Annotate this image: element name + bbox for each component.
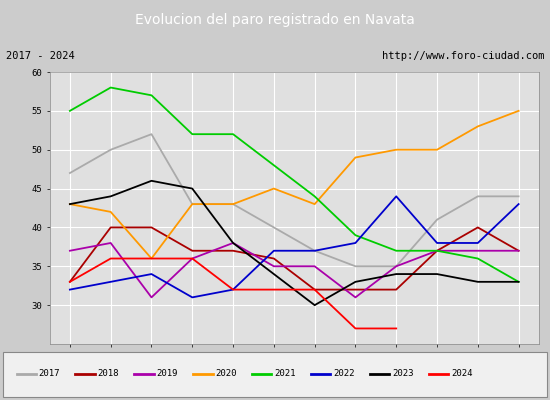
Text: 2022: 2022 [333,370,355,378]
Text: 2023: 2023 [392,370,414,378]
Text: 2019: 2019 [156,370,178,378]
Text: 2017 - 2024: 2017 - 2024 [6,51,74,61]
Text: 2024: 2024 [451,370,472,378]
Text: 2017: 2017 [39,370,60,378]
FancyBboxPatch shape [3,352,547,398]
Text: 2018: 2018 [97,370,119,378]
Text: http://www.foro-ciudad.com: http://www.foro-ciudad.com [382,51,544,61]
Text: 2021: 2021 [274,370,296,378]
Text: Evolucion del paro registrado en Navata: Evolucion del paro registrado en Navata [135,13,415,27]
Text: 2020: 2020 [215,370,237,378]
